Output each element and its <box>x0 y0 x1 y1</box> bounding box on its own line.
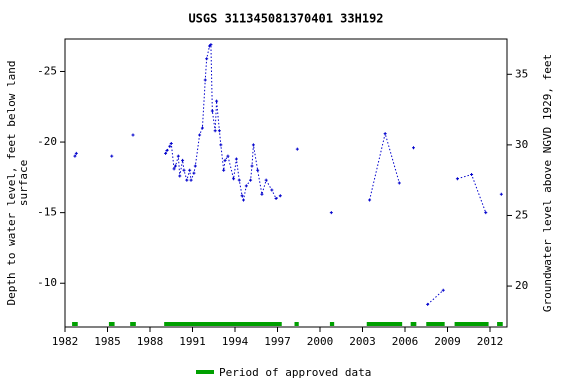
approved-period <box>108 322 115 326</box>
approved-period <box>454 322 489 326</box>
data-point <box>484 211 488 215</box>
data-point <box>251 143 255 147</box>
x-tick-label: 2000 <box>307 335 334 348</box>
data-point <box>295 147 299 151</box>
y-tick-label: -20 <box>37 135 57 148</box>
data-point <box>209 43 213 47</box>
data-point <box>174 164 177 168</box>
data-point <box>222 168 226 172</box>
data-point <box>264 178 268 182</box>
data-point <box>223 158 227 162</box>
data-point <box>455 177 459 181</box>
approved-period <box>130 322 136 326</box>
data-point <box>256 168 260 172</box>
data-point <box>260 192 264 196</box>
data-point <box>110 154 114 158</box>
data-point <box>165 149 169 153</box>
data-point <box>470 173 474 177</box>
data-point <box>237 178 241 182</box>
data-point <box>499 192 503 196</box>
data-point <box>249 178 253 182</box>
data-point <box>73 154 77 158</box>
data-point <box>412 146 415 150</box>
x-tick-label: 1982 <box>52 335 79 348</box>
data-point <box>74 151 78 155</box>
y-tick-label: -15 <box>37 206 57 219</box>
approved-period <box>426 322 445 326</box>
data-point <box>210 109 214 113</box>
data-point <box>178 174 182 178</box>
data-point <box>242 198 245 202</box>
data-point <box>244 184 248 188</box>
data-point <box>198 133 202 137</box>
approved-period <box>497 322 503 326</box>
approved-period <box>366 322 403 326</box>
y-tick-label: -10 <box>37 276 57 289</box>
y2-axis-label: Groundwater level above NGVD 1929, feet <box>541 54 554 312</box>
data-point <box>176 154 180 158</box>
plot-frame <box>64 38 508 328</box>
data-point <box>383 132 387 136</box>
data-point <box>205 57 209 61</box>
x-tick-label: 1991 <box>179 335 206 348</box>
data-point <box>193 164 197 168</box>
approved-period <box>294 322 299 326</box>
data-point <box>181 158 185 162</box>
data-point <box>188 168 192 172</box>
x-tick-label: 2012 <box>477 335 504 348</box>
data-point <box>172 167 176 171</box>
y2-tick-label: 35 <box>515 67 528 80</box>
y2-tick-label: 25 <box>515 208 528 221</box>
data-point <box>168 144 172 148</box>
y2-tick-label: 20 <box>515 279 528 292</box>
data-point <box>329 211 333 215</box>
data-point <box>169 141 173 145</box>
data-point <box>397 181 401 185</box>
approved-period <box>72 322 78 326</box>
approved-period <box>410 322 417 326</box>
data-point <box>278 194 282 198</box>
data-point <box>164 151 168 155</box>
x-tick-label: 1994 <box>222 335 249 348</box>
data-point <box>234 157 238 161</box>
data-point <box>182 168 186 172</box>
data-point <box>219 143 223 147</box>
data-point <box>131 133 135 137</box>
x-tick-label: 1988 <box>137 335 164 348</box>
chart-title: USGS 311345081370401 33H192 <box>188 12 383 26</box>
data-line <box>75 45 501 305</box>
y2-tick-label: 30 <box>515 138 528 151</box>
data-point <box>368 198 372 202</box>
data-point <box>441 288 445 292</box>
y-axis-label: surface <box>17 160 30 206</box>
data-point <box>274 197 278 201</box>
legend-label: Period of approved data <box>219 366 371 379</box>
data-point <box>426 302 430 306</box>
data-point <box>203 78 207 82</box>
data-point <box>189 178 193 182</box>
data-point <box>192 171 196 175</box>
data-point <box>226 154 230 158</box>
y-axis-label: Depth to water level, feet below land <box>5 60 18 305</box>
data-point <box>185 178 189 182</box>
data-point <box>232 177 236 181</box>
y-tick-label: -25 <box>37 64 57 77</box>
data-point <box>213 129 217 133</box>
data-point <box>200 126 204 130</box>
x-tick-label: 2006 <box>392 335 419 348</box>
x-tick-label: 2009 <box>434 335 461 348</box>
data-point <box>250 164 254 168</box>
data-point <box>215 99 219 103</box>
approved-period <box>329 322 335 326</box>
x-tick-label: 1997 <box>264 335 291 348</box>
approved-period <box>164 322 282 326</box>
x-tick-label: 1985 <box>94 335 121 348</box>
data-point <box>270 188 274 192</box>
x-tick-label: 2003 <box>349 335 376 348</box>
data-point <box>217 129 221 133</box>
data-point <box>240 194 244 198</box>
